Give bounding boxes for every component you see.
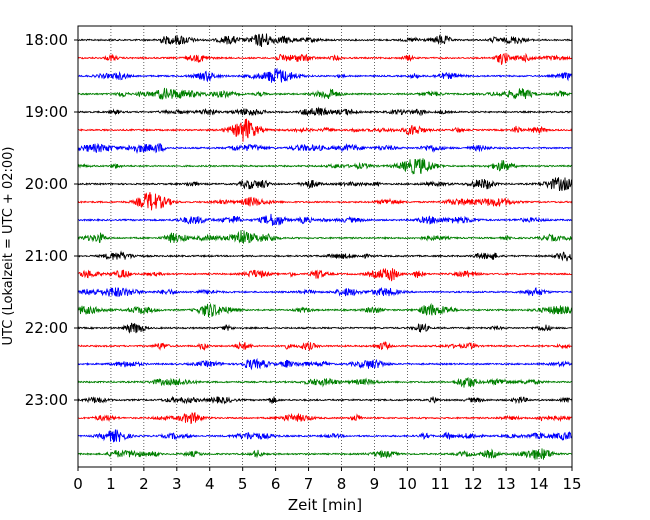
- y-tick-label: 22:00: [25, 319, 68, 337]
- trace-line: [77, 322, 573, 334]
- trace-group: [77, 33, 573, 460]
- x-tick-label: 12: [464, 475, 483, 493]
- trace-line: [77, 376, 573, 388]
- trace-line: [77, 52, 573, 65]
- trace-line: [77, 268, 573, 282]
- x-tick-label: 15: [562, 475, 581, 493]
- trace-line: [77, 230, 573, 244]
- y-tick-label: 20:00: [25, 175, 68, 193]
- y-tick-label: 21:00: [25, 247, 68, 265]
- x-tick-label: 7: [304, 475, 314, 493]
- x-tick-label: 14: [530, 475, 549, 493]
- trace-line: [77, 177, 573, 192]
- trace-line: [77, 33, 573, 47]
- trace-line: [77, 192, 573, 211]
- trace-line: [77, 302, 573, 318]
- x-tick-label: 11: [431, 475, 450, 493]
- x-tick-label: 0: [73, 475, 83, 493]
- x-tick-label: 8: [337, 475, 347, 493]
- y-axis-label: UTC (Lokalzeit = UTC + 02:00): [1, 147, 16, 346]
- trace-line: [77, 106, 573, 117]
- x-tick-label: 2: [139, 475, 149, 493]
- trace-line: [77, 118, 573, 142]
- x-tick-label: 9: [370, 475, 380, 493]
- trace-line: [77, 341, 573, 352]
- trace-line: [77, 357, 573, 371]
- trace-line: [77, 429, 573, 443]
- trace-line: [77, 250, 573, 262]
- x-tick-label: 6: [271, 475, 281, 493]
- trace-line: [77, 87, 573, 100]
- y-axis: 18:00 19:00 20:00 21:00 22:00 23:00: [25, 31, 78, 409]
- trace-line: [77, 67, 573, 83]
- x-tick-label: 4: [205, 475, 215, 493]
- plot-frame: [77, 25, 573, 468]
- x-tick-label: 5: [238, 475, 248, 493]
- x-axis-label: Zeit [min]: [288, 496, 362, 514]
- x-tick-label: 10: [398, 475, 417, 493]
- trace-line: [77, 395, 573, 405]
- x-tick-label: 13: [497, 475, 516, 493]
- x-tick-label: 1: [106, 475, 116, 493]
- trace-line: [77, 448, 573, 460]
- y-tick-label: 23:00: [25, 391, 68, 409]
- y-tick-label: 19:00: [25, 103, 68, 121]
- y-tick-label: 18:00: [25, 31, 68, 49]
- trace-line: [77, 412, 573, 424]
- trace-line: [77, 286, 573, 298]
- trace-line: [77, 142, 573, 155]
- x-axis: 0 1 2 3 4 5 6 7 8 9 10 11 12 13 14 15: [73, 467, 582, 493]
- trace-line: [77, 213, 573, 226]
- x-tick-label: 3: [172, 475, 182, 493]
- trace-line: [77, 158, 573, 175]
